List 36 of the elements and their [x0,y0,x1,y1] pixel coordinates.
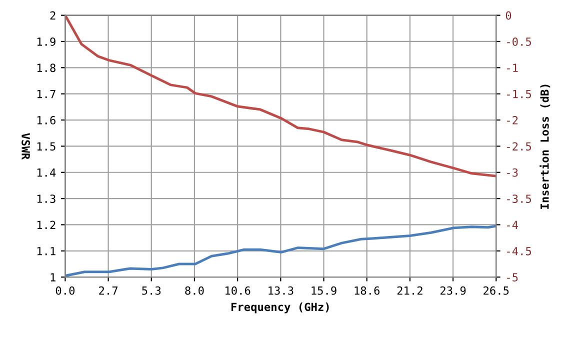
x-tick-label: 13.3 [268,286,294,295]
y-tick-label: 1.9 [37,37,56,46]
x-tick-label: 10.6 [226,286,250,295]
y2-tick-label: -5 [507,273,518,282]
x-tick-label: 18.6 [354,286,380,295]
y2-tick-label: 0 [506,11,512,20]
x-tick-label: 15.9 [312,286,336,295]
x-tick-label: 21.2 [397,286,422,295]
x-tick-label: 23.9 [440,286,466,295]
y2-tick-label: -1 [507,64,518,72]
y-tick-label: 1.4 [37,168,56,177]
y2-tick-label: -4.5 [507,247,532,256]
y2-tick-label: -0.5 [507,37,532,46]
x-tick-label: 2.7 [99,286,118,295]
y2-tick-label: -4 [507,220,518,229]
y-tick-label: 1.7 [37,90,56,98]
y2-tick-label: -2 [507,116,518,124]
y-tick-label: 1.8 [37,64,56,72]
x-tick-label: 5.3 [142,286,161,295]
x-axis-title: Frequency (GHz) [231,302,329,314]
y2-tick-label: -3.5 [507,194,532,203]
y-tick-label: 2 [50,11,56,20]
y2-tick-label: -3 [507,168,518,177]
y-tick-label: 1.5 [37,142,56,151]
x-tick-label: 8.0 [185,286,204,295]
y2-axis-title: Insertion Loss (dB) [540,84,550,209]
x-tick-label: 0.0 [56,286,75,295]
y-tick-label: 1.3 [37,194,56,203]
y-axis-title: VSWR [22,133,30,160]
y-tick-label: 1 [50,273,56,282]
y2-tick-label: -1.5 [507,90,532,98]
x-tick-label: 26.5 [484,286,509,295]
y2-tick-label: -2.5 [507,142,532,151]
y-tick-label: 1.2 [37,220,56,229]
y-tick-label: 1.6 [37,116,56,124]
y-tick-label: 1.1 [37,247,56,256]
